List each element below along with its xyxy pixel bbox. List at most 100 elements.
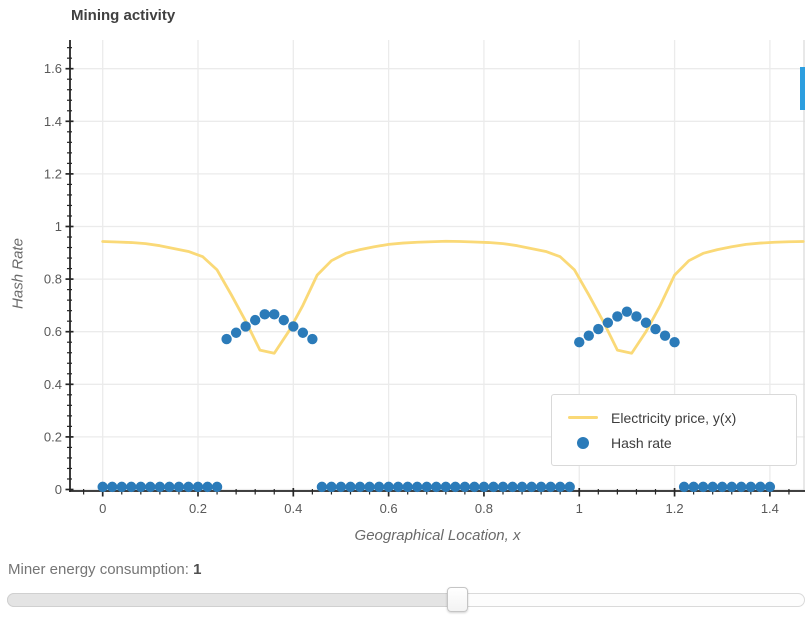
hash-rate-dot	[116, 481, 127, 493]
slider-label: Miner energy consumption: 1	[8, 561, 201, 578]
hash-rate-dot	[516, 481, 528, 493]
legend-label-hash-rate: Hash rate	[611, 434, 672, 451]
y-tick-label: 0.8	[44, 272, 62, 287]
hash-rate-dot	[135, 481, 147, 493]
hash-rate-dot	[726, 481, 737, 493]
hash-rate-dot	[583, 330, 594, 341]
hash-rate-dot	[440, 481, 452, 493]
hash-rate-dot	[154, 481, 166, 493]
chart-title: Mining activity	[71, 7, 176, 24]
slider-range-fill	[7, 593, 458, 607]
hash-rate-dot	[659, 330, 671, 341]
hash-rate-dot	[107, 481, 118, 493]
hash-rate-dot	[526, 481, 537, 493]
hash-rate-dot	[574, 337, 585, 348]
hash-rate-dot	[507, 481, 518, 493]
legend-dot-swatch	[568, 436, 598, 449]
hash-rate-dot	[421, 481, 432, 493]
hash-rate-dot	[402, 481, 413, 493]
legend: Electricity price, y(x) Hash rate	[551, 394, 797, 466]
hash-rate-dot	[297, 327, 309, 338]
legend-label-electricity-price: Electricity price, y(x)	[611, 409, 737, 426]
y-tick-label: 0	[55, 482, 62, 497]
hash-rate-dot	[412, 481, 423, 493]
y-tick-label: 0.4	[44, 377, 62, 392]
y-tick-label: 1.6	[44, 61, 62, 76]
hash-rate-dot	[211, 481, 223, 493]
hash-rate-dot	[497, 481, 509, 493]
hash-rate-dot	[354, 481, 366, 493]
hash-rate-dot	[564, 481, 575, 493]
x-tick-label: 0.8	[475, 501, 493, 516]
hash-rate-dot	[631, 311, 642, 322]
miner-energy-slider[interactable]	[7, 587, 805, 612]
hash-rate-dot	[145, 481, 156, 493]
hash-rate-dot	[335, 481, 347, 493]
hash-rate-dot	[392, 481, 404, 493]
hash-rate-dot	[650, 323, 661, 335]
hash-rate-dot	[192, 481, 204, 493]
hash-rate-dot	[602, 317, 614, 328]
y-tick-label: 1.4	[44, 114, 62, 129]
legend-row-electricity-price: Electricity price, y(x)	[568, 410, 796, 426]
y-axis-label: Hash Rate	[9, 238, 27, 309]
x-tick-label: 1.4	[761, 501, 779, 516]
hash-rate-dot	[612, 311, 623, 322]
hash-rate-dot	[326, 481, 337, 493]
electricity-price-line	[101, 239, 805, 355]
hash-rate-dot	[554, 481, 566, 493]
slider-value: 1	[193, 561, 202, 578]
slider-label-text: Miner energy consumption:	[8, 561, 194, 578]
hash-rate-dot	[97, 481, 108, 493]
legend-line-swatch	[568, 415, 598, 420]
hash-rate-dot	[126, 481, 137, 493]
hash-rate-dot	[383, 481, 394, 493]
hash-rate-dot	[269, 309, 280, 320]
hash-rate-dot	[278, 314, 289, 326]
hash-rate-dot	[736, 481, 747, 493]
hash-rate-dot	[183, 481, 194, 493]
x-tick-label: 0.4	[284, 501, 302, 516]
scrollbar-thumb[interactable]	[800, 67, 805, 110]
x-axis-label: Geographical Location, x	[354, 527, 521, 544]
plot-canvas: 0 0.2 0.4 0.6 0.8 1 1.2 1.4 0 0.2 0.4 0.6 0.8 1 1.2 1.4…	[44, 40, 805, 516]
hash-rate-dot	[164, 481, 175, 493]
hash-rate-dot	[259, 309, 270, 320]
hash-rate-dot	[469, 481, 480, 493]
hash-rate-dot	[316, 481, 328, 493]
hash-rate-dot	[249, 314, 261, 326]
hash-rate-dot	[678, 481, 690, 493]
hash-rate-dot	[307, 333, 318, 345]
slider-handle[interactable]	[447, 587, 469, 612]
x-tick-label: 1	[576, 501, 583, 516]
hash-rate-dot	[173, 481, 185, 493]
hash-rate-dot	[535, 481, 547, 493]
hash-rate-dot	[717, 481, 728, 493]
hash-rate-dot	[202, 481, 213, 493]
hash-rate-dot	[621, 306, 633, 317]
hash-rate-dot	[640, 317, 652, 328]
hash-rate-dot	[459, 481, 471, 493]
hash-rate-dot	[755, 481, 766, 493]
hash-rate-dot	[240, 321, 251, 332]
hash-rate-dot	[431, 481, 442, 493]
hash-rate-dot	[450, 481, 461, 493]
y-tick-label: 1.2	[44, 166, 62, 181]
hash-rate-dot	[764, 481, 776, 493]
hash-rate-dot	[221, 333, 232, 345]
hash-rate-dot	[697, 481, 709, 493]
hash-rate-dot	[364, 481, 375, 493]
x-tick-label: 0	[99, 501, 106, 516]
hash-rate-dot	[230, 327, 242, 338]
legend-row-hash-rate: Hash rate	[568, 435, 796, 451]
hash-rate-dot	[707, 481, 718, 493]
hash-rate-dot	[488, 481, 499, 493]
hash-rate-dot	[593, 323, 604, 335]
hash-rate-dot	[545, 481, 556, 493]
x-tick-label: 1.2	[666, 501, 684, 516]
x-tick-label: 0.2	[189, 501, 207, 516]
y-tick-label: 0.2	[44, 429, 62, 444]
hash-rate-dot	[373, 481, 385, 493]
x-tick-label: 0.6	[380, 501, 398, 516]
hash-rate-dot	[345, 481, 356, 493]
